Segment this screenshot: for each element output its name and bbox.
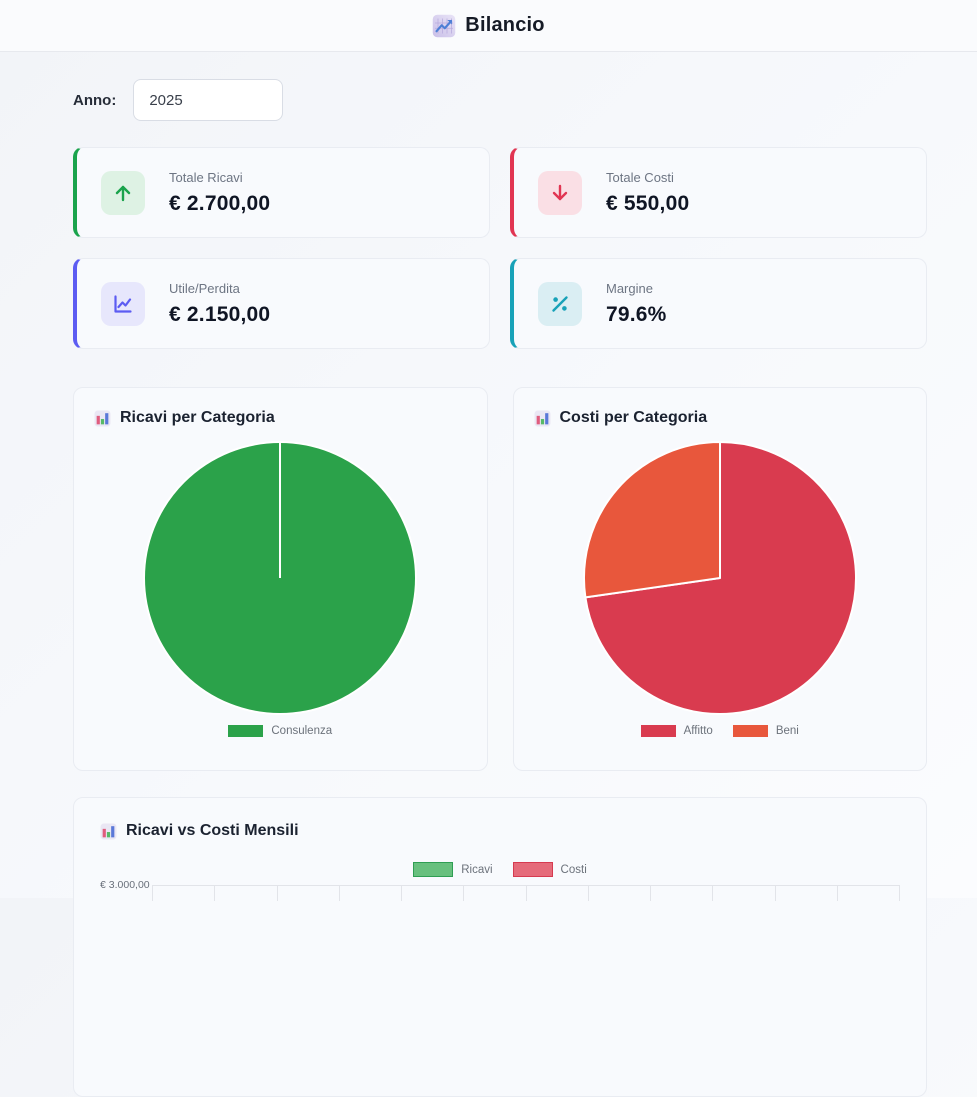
legend-swatch bbox=[732, 725, 768, 737]
chart-title: Ricavi vs Costi Mensili bbox=[126, 822, 299, 839]
legend-label: Affitto bbox=[683, 725, 713, 737]
legend-item[interactable]: Ricavi bbox=[413, 862, 493, 877]
stat-label: Totale Ricavi bbox=[169, 169, 243, 185]
main-content: Anno: Totale Ricavi € 2.700,00 Totale Co… bbox=[73, 79, 927, 1097]
chart-title-row: Ricavi vs Costi Mensili bbox=[100, 822, 900, 840]
bar-chart-emoji-icon bbox=[94, 410, 111, 427]
costi-pie-chart[interactable] bbox=[582, 440, 858, 716]
stat-label: Margine bbox=[606, 280, 653, 296]
plot-grid-cell bbox=[651, 886, 714, 901]
costi-pie-legend: Affitto Beni bbox=[534, 725, 907, 737]
stat-card-margine: Margine 79.6% bbox=[510, 258, 927, 349]
legend-swatch bbox=[640, 725, 676, 737]
stat-value: € 2.700,00 bbox=[169, 191, 271, 215]
stat-value: € 550,00 bbox=[606, 191, 690, 215]
plot-grid-cell bbox=[713, 886, 776, 901]
monthly-bar-axis: € 3.000,00 bbox=[100, 879, 900, 901]
plot-grid-cell bbox=[527, 886, 589, 901]
plot-grid-cell bbox=[278, 886, 340, 901]
bar-chart-emoji-icon bbox=[100, 823, 117, 840]
ricavi-pie-chart[interactable] bbox=[142, 440, 418, 716]
stat-value: € 2.150,00 bbox=[169, 302, 271, 326]
line-chart-icon bbox=[101, 281, 145, 326]
plot-grid-cell bbox=[153, 886, 216, 901]
plot-grid-cell bbox=[215, 886, 278, 901]
costi-pie-card: Costi per Categoria Affitto Beni bbox=[512, 387, 927, 771]
chart-title-row: Costi per Categoria bbox=[534, 409, 907, 427]
stat-card-totale-ricavi: Totale Ricavi € 2.700,00 bbox=[73, 147, 490, 238]
plot-grid-cell bbox=[464, 886, 527, 901]
legend-item[interactable]: Beni bbox=[732, 725, 799, 737]
plot-grid-cell bbox=[838, 886, 900, 901]
legend-label: Costi bbox=[560, 863, 587, 876]
percent-icon bbox=[538, 281, 582, 326]
stats-grid: Totale Ricavi € 2.700,00 Totale Costi € … bbox=[73, 147, 927, 349]
legend-label: Beni bbox=[775, 725, 799, 737]
chart-title: Costi per Categoria bbox=[559, 409, 708, 426]
arrow-down-icon bbox=[538, 170, 582, 215]
stat-label: Utile/Perdita bbox=[169, 280, 240, 296]
charts-grid: Ricavi per Categoria Consulenza Costi pe… bbox=[73, 387, 927, 771]
legend-label: Ricavi bbox=[461, 863, 493, 876]
arrow-up-icon bbox=[101, 170, 145, 215]
plot-grid-cell bbox=[402, 886, 465, 901]
legend-label: Consulenza bbox=[271, 725, 333, 737]
year-input[interactable] bbox=[133, 79, 284, 121]
stat-value: 79.6% bbox=[606, 302, 667, 326]
chart-title: Ricavi per Categoria bbox=[120, 409, 275, 426]
monthly-bar-plot-area[interactable] bbox=[152, 885, 900, 901]
chart-increasing-icon bbox=[432, 14, 456, 38]
legend-item[interactable]: Costi bbox=[512, 862, 587, 877]
ricavi-pie-legend: Consulenza bbox=[94, 725, 467, 737]
legend-swatch bbox=[413, 862, 454, 877]
legend-swatch bbox=[512, 862, 553, 877]
ricavi-pie-card: Ricavi per Categoria Consulenza bbox=[73, 387, 488, 771]
legend-swatch bbox=[228, 725, 264, 737]
monthly-bar-card: Ricavi vs Costi Mensili Ricavi Costi € 3.… bbox=[73, 797, 927, 1097]
plot-grid-cell bbox=[776, 886, 838, 901]
legend-item[interactable]: Affitto bbox=[640, 725, 713, 737]
year-label: Anno: bbox=[73, 91, 117, 109]
page-title: Bilancio bbox=[465, 14, 545, 36]
stat-label: Totale Costi bbox=[606, 169, 674, 185]
plot-grid-cell bbox=[340, 886, 402, 901]
stat-card-totale-costi: Totale Costi € 550,00 bbox=[510, 147, 927, 238]
app-header: Bilancio bbox=[0, 0, 977, 52]
legend-item[interactable]: Consulenza bbox=[228, 725, 332, 737]
plot-grid-cell bbox=[589, 886, 651, 901]
bar-chart-emoji-icon bbox=[534, 410, 551, 427]
year-filter-row: Anno: bbox=[73, 79, 927, 121]
monthly-bar-legend: Ricavi Costi bbox=[100, 862, 900, 877]
chart-title-row: Ricavi per Categoria bbox=[94, 409, 467, 427]
y-axis-tick-label: € 3.000,00 bbox=[100, 879, 150, 891]
stat-card-utile-perdita: Utile/Perdita € 2.150,00 bbox=[73, 258, 490, 349]
